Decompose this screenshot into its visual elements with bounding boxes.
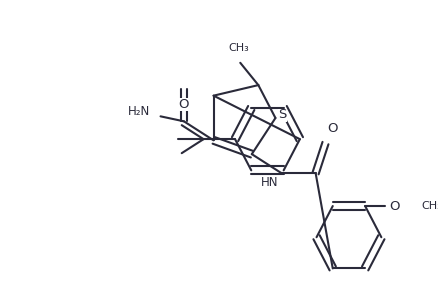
Text: O: O	[179, 98, 189, 111]
Text: S: S	[279, 109, 287, 122]
Text: H₂N: H₂N	[127, 105, 150, 118]
Text: CH₃: CH₃	[421, 201, 438, 211]
Text: HN: HN	[261, 176, 278, 189]
Text: CH₃: CH₃	[228, 43, 249, 53]
Text: O: O	[389, 200, 400, 213]
Text: O: O	[327, 122, 338, 135]
